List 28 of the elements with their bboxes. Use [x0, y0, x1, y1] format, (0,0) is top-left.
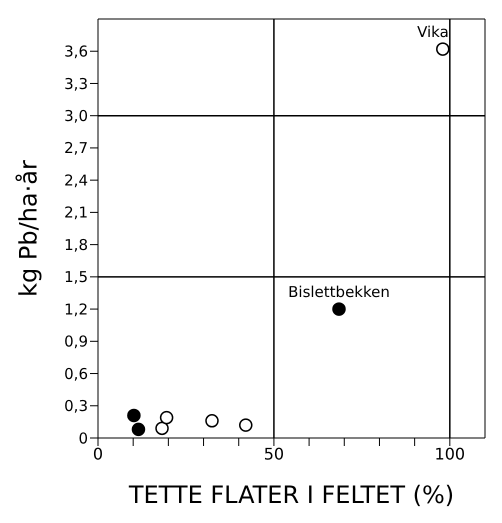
- y-tick-label: 1,8: [64, 236, 88, 254]
- point: [160, 410, 174, 424]
- point: [436, 42, 450, 56]
- x-tick-label: 0: [92, 444, 104, 464]
- point: [205, 414, 219, 428]
- y-tick-label: 0,3: [64, 397, 88, 416]
- x-tick-label: 100: [434, 444, 466, 464]
- y-tick-label: 2,1: [64, 204, 88, 222]
- y-axis-title: kg Pb/ha·år: [14, 160, 43, 297]
- y-tick-label: 3,6: [64, 42, 88, 61]
- annotation: Bislettbekken: [288, 283, 390, 302]
- y-tick-label: 0: [78, 429, 88, 448]
- y-tick-label: 1,2: [64, 300, 88, 318]
- x-tick-label: 50: [264, 444, 284, 464]
- point: [155, 422, 169, 436]
- y-tick-label: 0,9: [64, 332, 88, 351]
- y-tick-label: 3,3: [64, 74, 88, 93]
- point: [127, 408, 141, 422]
- x-axis-title: TETTE FLATER I FELTET (%): [128, 481, 454, 509]
- y-tick-label: 2,4: [64, 171, 88, 190]
- point: [132, 422, 146, 436]
- point: [239, 418, 253, 432]
- y-tick-label: 3,0: [64, 107, 88, 126]
- point: [332, 302, 346, 316]
- y-tick-label: 1,5: [64, 268, 88, 286]
- annotation: Vika: [417, 23, 449, 42]
- y-tick-label: 2,7: [64, 139, 88, 158]
- y-tick-label: 0,6: [64, 364, 88, 383]
